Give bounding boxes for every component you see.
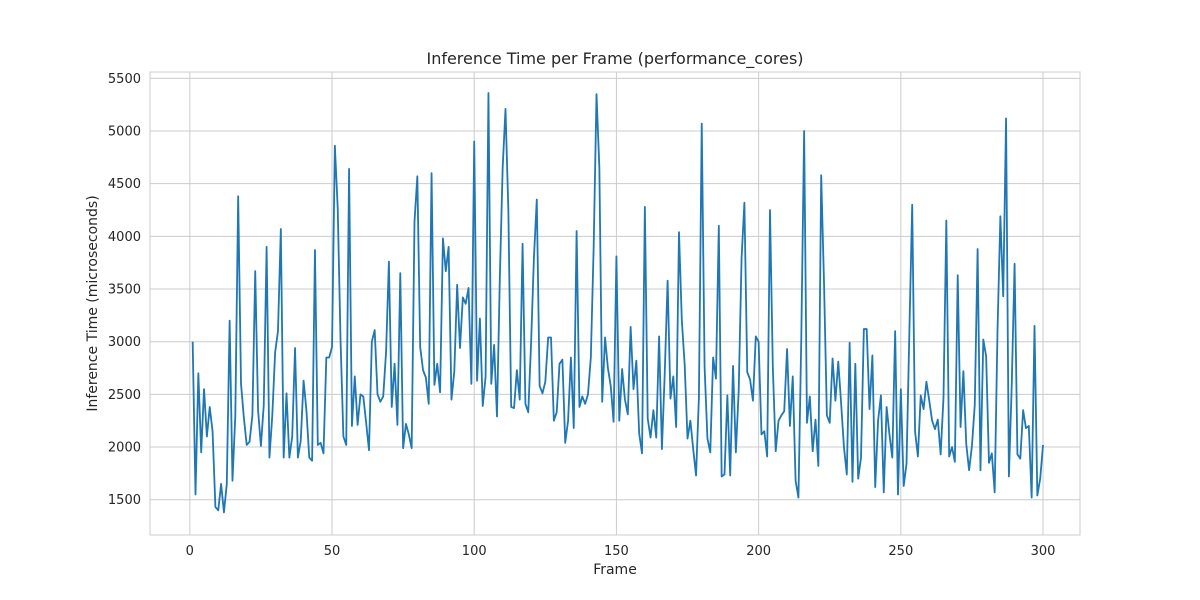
y-tick-label: 2500 [108,388,141,403]
plot-frame [149,71,1081,536]
x-tick-label: 250 [888,544,913,559]
y-tick-label: 5500 [108,72,141,87]
x-axis-title: Frame [593,562,637,578]
x-tick-label: 200 [746,544,771,559]
y-tick-label: 2000 [108,441,141,456]
y-axis-title: Inference Time (microseconds) [85,195,101,411]
y-tick-label: 4000 [108,230,141,245]
y-tick-label: 5000 [108,124,141,139]
y-tick-label: 3000 [108,335,141,350]
y-tick-label: 4500 [108,177,141,192]
y-tick-label: 1500 [108,493,141,508]
x-tick-label: 50 [324,544,341,559]
tick-labels: 0 50 100 150 200 250 300 1500 2000 2500 3000 3500 40… [108,72,1056,559]
y-tick-label: 3500 [108,283,141,298]
chart-title: Inference Time per Frame (performance_co… [426,49,803,69]
series-layer [191,92,1044,514]
series-line [191,92,1044,514]
x-tick-label: 150 [604,544,629,559]
x-tick-label: 300 [1031,544,1056,559]
x-tick-label: 0 [186,544,194,559]
x-tick-label: 100 [462,544,487,559]
